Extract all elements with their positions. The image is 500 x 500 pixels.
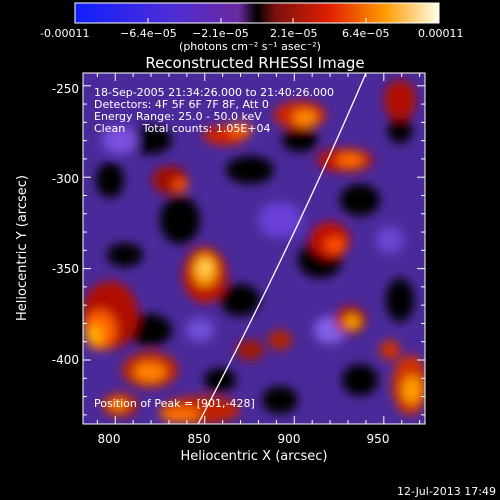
image-blob bbox=[128, 314, 172, 346]
image-blob bbox=[282, 128, 318, 152]
image-blob bbox=[160, 407, 200, 423]
colorbar bbox=[74, 2, 440, 24]
image-blob bbox=[186, 318, 214, 342]
image-blob bbox=[386, 278, 414, 322]
y-tick-label: -350 bbox=[52, 262, 79, 276]
image-blob bbox=[102, 126, 138, 154]
image-blob bbox=[96, 162, 124, 198]
y-tick-label: -250 bbox=[52, 82, 79, 96]
info-line-clean: Clean Total counts: 1.05E+04 bbox=[94, 122, 271, 135]
image-blob bbox=[200, 261, 210, 275]
image-blob bbox=[109, 399, 127, 411]
x-tick-label: 950 bbox=[367, 432, 390, 446]
image-blob bbox=[236, 340, 264, 360]
image-blob bbox=[342, 364, 378, 396]
y-axis-label: Heliocentric Y (arcsec) bbox=[15, 175, 30, 321]
timestamp: 12-Jul-2013 17:49 bbox=[397, 485, 496, 498]
colorbar-tick-label: 0.00011 bbox=[418, 27, 464, 40]
image-blob bbox=[340, 184, 380, 216]
image-blob bbox=[128, 126, 172, 154]
image-blob bbox=[220, 284, 260, 316]
colorbar-tick-label: -0.00011 bbox=[40, 27, 89, 40]
peak-position-label: Position of Peak = [901,-428] bbox=[94, 397, 255, 410]
colorbar-tick-label: −6.4e−05 bbox=[120, 27, 177, 40]
image-blob bbox=[376, 226, 404, 254]
image-blob bbox=[262, 386, 298, 414]
plot-title: Reconstructed RHESSI Image bbox=[145, 54, 364, 72]
plot-frame bbox=[82, 72, 426, 425]
solar-limb-line bbox=[197, 73, 367, 424]
image-blob bbox=[388, 116, 412, 144]
colorbar-tick-label: −2.1e−05 bbox=[192, 27, 249, 40]
info-line-energy: Energy Range: 25.0 - 50.0 keV bbox=[94, 110, 262, 123]
image-blob bbox=[258, 202, 302, 238]
image-blob bbox=[384, 80, 416, 120]
colorbar-ticks bbox=[74, 18, 440, 23]
axis-ticks bbox=[83, 73, 425, 424]
image-blob bbox=[160, 196, 200, 244]
image-blob bbox=[87, 325, 103, 345]
image-blob bbox=[172, 179, 188, 191]
image-blob bbox=[134, 362, 166, 382]
image-blob bbox=[336, 153, 364, 167]
x-tick-label: 850 bbox=[188, 432, 211, 446]
x-axis-label: Heliocentric X (arcsec) bbox=[181, 449, 328, 464]
x-tick-label: 900 bbox=[278, 432, 301, 446]
image-blob bbox=[380, 340, 400, 360]
image-blob bbox=[344, 315, 360, 329]
y-tick-label: -400 bbox=[52, 353, 79, 367]
image-blob bbox=[402, 376, 422, 404]
rhessi-image bbox=[83, 73, 425, 424]
x-tick-label: 800 bbox=[98, 432, 121, 446]
image-blob bbox=[228, 123, 252, 137]
image-blob bbox=[293, 110, 317, 126]
info-line-detectors: Detectors: 4F 5F 6F 7F 8F, Att 0 bbox=[94, 98, 269, 111]
image-blob bbox=[204, 368, 236, 392]
colorbar-unit-label: (photons cm⁻² s⁻¹ asec⁻²) bbox=[179, 40, 321, 53]
colorbar-tick-label: 6.4e−05 bbox=[342, 27, 389, 40]
y-tick-label: -300 bbox=[52, 172, 79, 186]
image-blob bbox=[325, 237, 345, 253]
colorbar-tick-label: 2.1e−05 bbox=[270, 27, 317, 40]
image-blob bbox=[226, 156, 274, 184]
info-line-time: 18-Sep-2005 21:34:26.000 to 21:40:26.000 bbox=[94, 86, 334, 99]
image-blob bbox=[107, 243, 143, 267]
image-blob bbox=[268, 330, 292, 350]
